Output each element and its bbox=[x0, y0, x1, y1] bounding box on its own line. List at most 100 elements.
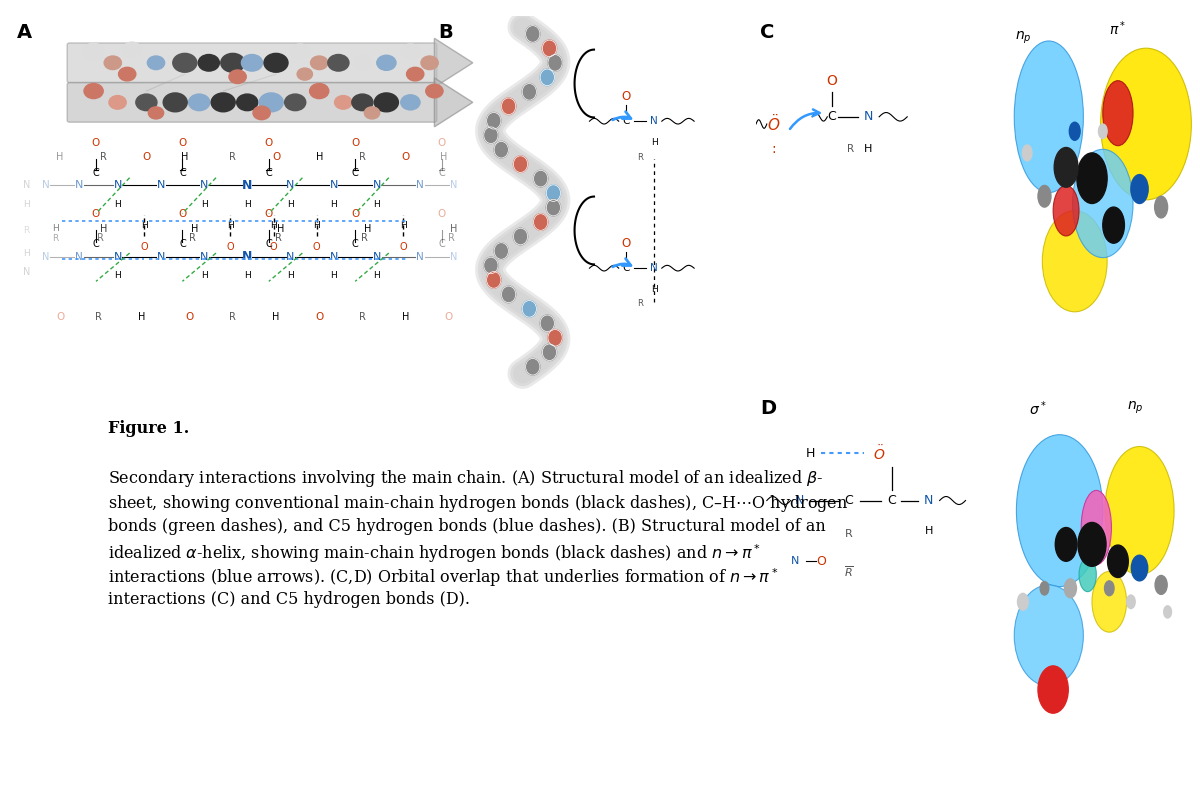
Text: C: C bbox=[761, 23, 775, 42]
Text: H: H bbox=[373, 271, 380, 280]
Text: H: H bbox=[313, 221, 320, 230]
Text: N: N bbox=[76, 181, 83, 190]
Text: N: N bbox=[42, 181, 49, 190]
Text: O: O bbox=[445, 312, 452, 322]
Text: N: N bbox=[287, 181, 294, 190]
Text: O: O bbox=[265, 137, 272, 148]
Text: N: N bbox=[650, 116, 658, 126]
Text: N: N bbox=[450, 181, 457, 190]
Circle shape bbox=[487, 112, 500, 129]
Text: $\sigma^*$: $\sigma^*$ bbox=[1030, 400, 1046, 418]
Text: C: C bbox=[92, 239, 100, 250]
Circle shape bbox=[1164, 606, 1171, 618]
Text: C: C bbox=[888, 494, 896, 507]
Circle shape bbox=[401, 95, 420, 110]
Circle shape bbox=[149, 107, 163, 119]
Text: H: H bbox=[23, 199, 30, 209]
Circle shape bbox=[1103, 207, 1124, 243]
Ellipse shape bbox=[1014, 585, 1084, 686]
Circle shape bbox=[1069, 122, 1080, 141]
Circle shape bbox=[1054, 148, 1078, 188]
Text: H: H bbox=[287, 271, 294, 280]
Text: interactions (C) and C5 hydrogen bonds (D).: interactions (C) and C5 hydrogen bonds (… bbox=[108, 591, 470, 608]
Circle shape bbox=[546, 199, 560, 216]
Circle shape bbox=[198, 54, 220, 71]
Text: O: O bbox=[179, 209, 186, 219]
Circle shape bbox=[542, 40, 557, 57]
Circle shape bbox=[365, 107, 379, 119]
Circle shape bbox=[484, 257, 498, 274]
Circle shape bbox=[1038, 185, 1051, 207]
Circle shape bbox=[421, 56, 438, 70]
Text: H: H bbox=[330, 271, 337, 280]
Text: H: H bbox=[244, 199, 251, 209]
Circle shape bbox=[494, 141, 509, 158]
Circle shape bbox=[1127, 595, 1135, 608]
Circle shape bbox=[1055, 528, 1076, 561]
Text: D: D bbox=[761, 400, 776, 418]
Ellipse shape bbox=[1073, 149, 1133, 257]
Circle shape bbox=[84, 83, 103, 99]
Text: N: N bbox=[924, 494, 934, 507]
Circle shape bbox=[264, 53, 288, 72]
Circle shape bbox=[522, 301, 536, 317]
Text: O: O bbox=[313, 243, 320, 253]
Circle shape bbox=[221, 53, 245, 72]
Text: H: H bbox=[440, 152, 448, 162]
Circle shape bbox=[1132, 555, 1147, 581]
Ellipse shape bbox=[1079, 558, 1097, 592]
Circle shape bbox=[540, 69, 554, 86]
Circle shape bbox=[1108, 545, 1128, 578]
Text: H: H bbox=[330, 199, 337, 209]
Text: N: N bbox=[373, 181, 380, 190]
Circle shape bbox=[526, 26, 540, 42]
Circle shape bbox=[1040, 582, 1049, 595]
Circle shape bbox=[354, 56, 371, 70]
Circle shape bbox=[136, 94, 157, 111]
Circle shape bbox=[407, 68, 424, 81]
Text: interactions (blue arrows). (C,D) Orbital overlap that underlies formation of $n: interactions (blue arrows). (C,D) Orbita… bbox=[108, 567, 779, 590]
Text: N: N bbox=[242, 179, 252, 192]
Text: $\ddot{O}$: $\ddot{O}$ bbox=[767, 114, 780, 134]
Text: R: R bbox=[845, 529, 853, 539]
Text: O: O bbox=[270, 243, 277, 253]
Text: N: N bbox=[450, 252, 457, 262]
Text: O: O bbox=[816, 555, 826, 568]
Circle shape bbox=[188, 94, 210, 111]
Text: R: R bbox=[52, 233, 59, 243]
Polygon shape bbox=[434, 38, 473, 87]
Circle shape bbox=[284, 94, 306, 111]
Text: sheet, showing conventional main-chain hydrogen bonds (black dashes), C–H$\cdots: sheet, showing conventional main-chain h… bbox=[108, 493, 848, 514]
Circle shape bbox=[310, 83, 329, 99]
Text: N: N bbox=[42, 252, 49, 262]
Text: H: H bbox=[650, 138, 658, 147]
Circle shape bbox=[426, 84, 443, 98]
Text: O: O bbox=[352, 137, 359, 148]
Text: C: C bbox=[438, 239, 445, 250]
Circle shape bbox=[241, 54, 263, 71]
Text: :: : bbox=[770, 142, 775, 156]
Text: R: R bbox=[97, 233, 104, 243]
Circle shape bbox=[542, 344, 557, 360]
Text: C: C bbox=[179, 168, 186, 177]
Text: R: R bbox=[359, 152, 366, 162]
Text: C: C bbox=[623, 263, 630, 273]
Text: C: C bbox=[845, 494, 853, 507]
Circle shape bbox=[1022, 145, 1032, 161]
Text: O: O bbox=[140, 243, 148, 253]
Ellipse shape bbox=[1014, 41, 1084, 192]
Text: N: N bbox=[157, 181, 164, 190]
Text: R: R bbox=[359, 312, 366, 322]
Text: $\pi^*$: $\pi^*$ bbox=[1109, 20, 1127, 38]
Text: H: H bbox=[277, 224, 284, 234]
Text: C: C bbox=[827, 111, 836, 123]
Text: N: N bbox=[330, 252, 337, 262]
Text: H: H bbox=[805, 447, 815, 460]
Circle shape bbox=[484, 127, 498, 144]
Text: $n_p$: $n_p$ bbox=[1015, 30, 1031, 46]
Text: Figure 1.: Figure 1. bbox=[108, 420, 190, 436]
Circle shape bbox=[522, 83, 536, 100]
Text: C: C bbox=[92, 168, 100, 177]
Circle shape bbox=[229, 70, 246, 83]
Text: O: O bbox=[622, 89, 631, 103]
